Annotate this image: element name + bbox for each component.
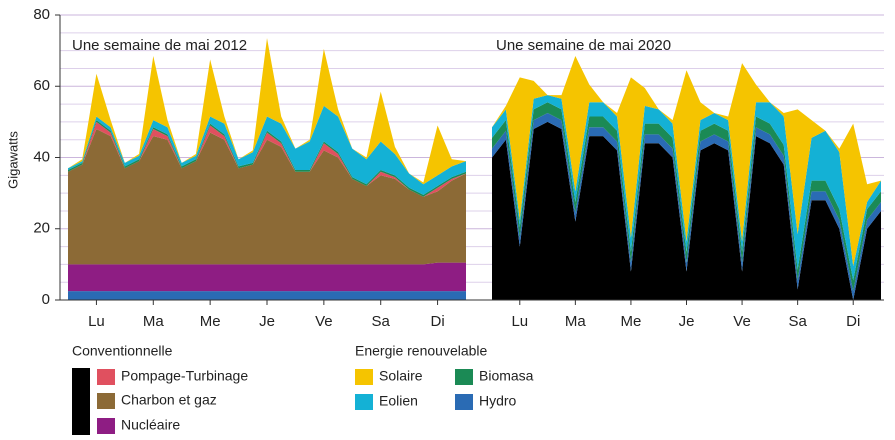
legend-swatch	[355, 394, 373, 410]
area	[492, 121, 881, 300]
panel-title: Une semaine de mai 2012	[72, 37, 247, 54]
area	[68, 129, 466, 265]
y-tick-label: 80	[33, 6, 50, 23]
x-tick-label: Lu	[511, 313, 528, 330]
legend-swatch	[72, 368, 90, 435]
legend-label: Charbon et gaz	[121, 392, 217, 408]
area	[492, 112, 881, 300]
x-tick-label: Di	[846, 313, 860, 330]
y-tick-label: 40	[33, 148, 50, 165]
legend-label: Biomasa	[479, 368, 534, 384]
area	[492, 55, 881, 267]
legend-swatch	[455, 394, 473, 410]
legend-label: Nucléaire	[121, 417, 180, 433]
area	[68, 105, 466, 195]
area	[492, 102, 881, 292]
x-tick-label: Je	[679, 313, 695, 330]
area	[68, 121, 466, 197]
y-tick-label: 20	[33, 220, 50, 237]
legend-label: Solaire	[379, 368, 423, 384]
x-tick-label: Sa	[372, 313, 391, 330]
x-tick-label: Di	[430, 313, 444, 330]
area	[68, 262, 466, 292]
area	[68, 291, 466, 300]
legend-label: Pompage-Turbinage	[121, 368, 248, 384]
legend-label: Hydro	[479, 393, 517, 409]
y-tick-label: 60	[33, 77, 50, 94]
x-tick-label: Me	[200, 313, 221, 330]
legend-swatch	[455, 369, 473, 385]
area	[492, 95, 881, 281]
legend-label: Eolien	[379, 393, 418, 409]
x-tick-label: Je	[259, 313, 275, 330]
legend-swatch	[355, 369, 373, 385]
panel-title: Une semaine de mai 2020	[496, 37, 671, 54]
y-axis-label: Gigawatts	[5, 131, 20, 189]
area	[68, 38, 466, 185]
legend-group-title: Conventionnelle	[72, 343, 173, 359]
legend-group-title: Energie renouvelable	[355, 343, 488, 359]
legend-swatch	[97, 393, 115, 409]
x-tick-label: Lu	[88, 313, 105, 330]
x-tick-label: Ve	[733, 313, 751, 330]
x-tick-label: Sa	[788, 313, 807, 330]
legend-swatch	[97, 369, 115, 385]
x-tick-label: Ma	[143, 313, 164, 330]
x-tick-label: Ma	[565, 313, 586, 330]
legend-swatch	[97, 418, 115, 434]
x-tick-label: Ve	[315, 313, 333, 330]
x-tick-label: Me	[621, 313, 642, 330]
y-tick-label: 0	[42, 291, 50, 308]
